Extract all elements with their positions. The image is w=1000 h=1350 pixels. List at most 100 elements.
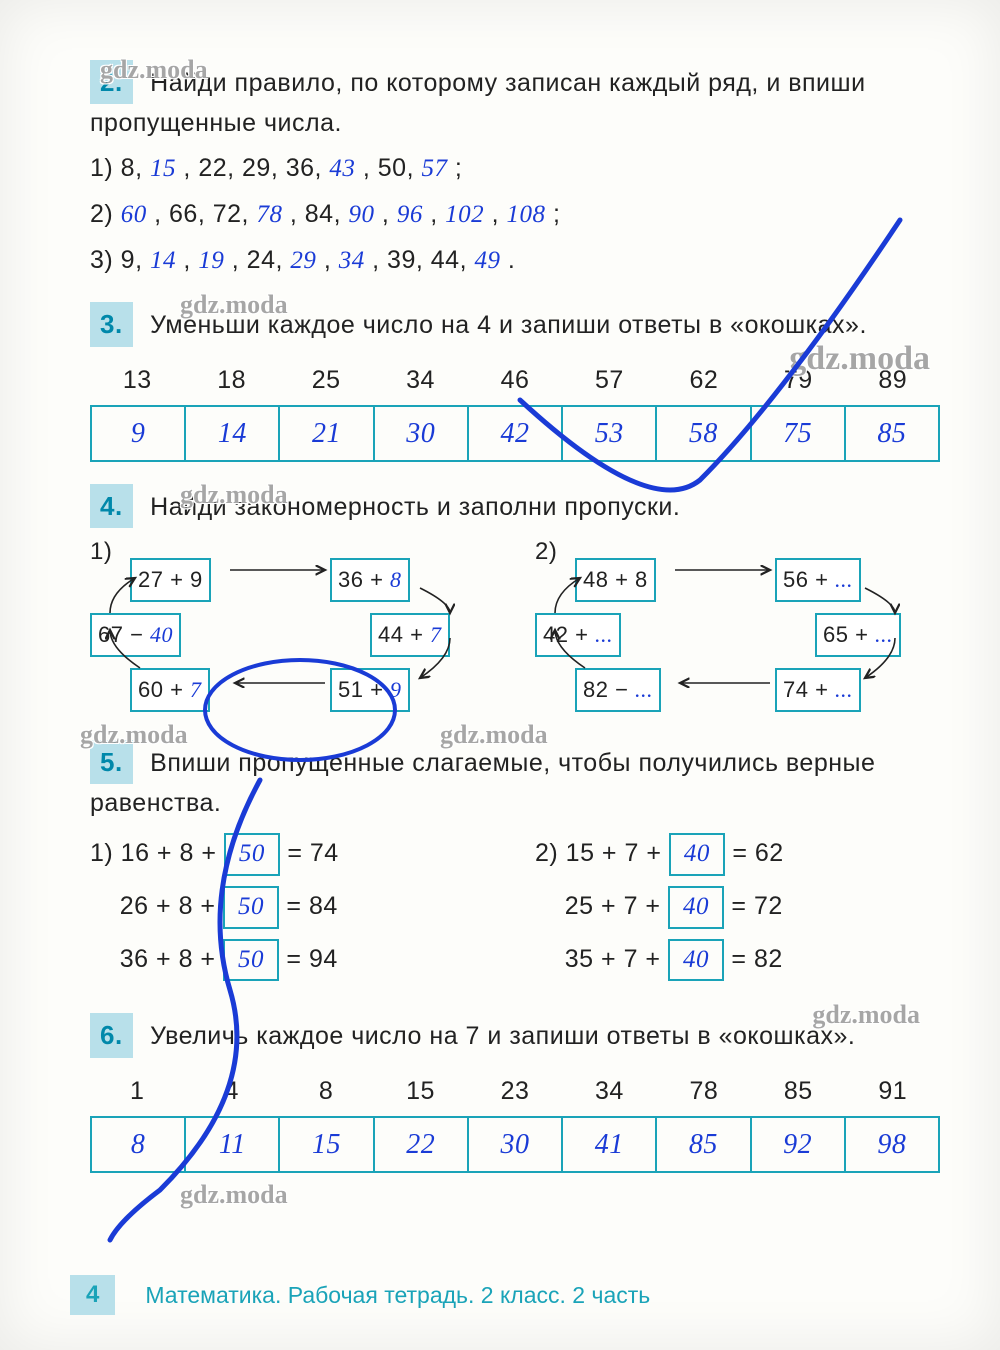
sequence-row: 1) 8, 15 , 22, 29, 36, 43 , 50, 57 ; bbox=[90, 149, 940, 189]
answer-box: 9 bbox=[91, 406, 185, 460]
page-number: 4 bbox=[70, 1275, 115, 1315]
given-number: 13 bbox=[90, 361, 184, 400]
handwritten-answer: 8 bbox=[131, 1129, 146, 1160]
sequence-row: 2) 60 , 66, 72, 78 , 84, 90 , 96 , 102 ,… bbox=[90, 195, 940, 235]
answer-box: 41 bbox=[562, 1117, 656, 1171]
answer-box: 8 bbox=[91, 1117, 185, 1171]
number-row-top: 148152334788591 bbox=[90, 1072, 940, 1111]
problem-text: Найди закономерность и заполни пропуски. bbox=[150, 493, 680, 521]
given-number: 18 bbox=[184, 361, 278, 400]
answer-box: 50 bbox=[223, 939, 279, 982]
handwritten-answer: 29 bbox=[290, 247, 316, 274]
problem-number: 2. bbox=[90, 60, 133, 104]
given-number: 34 bbox=[373, 361, 467, 400]
chain-box: 48 + 8 bbox=[575, 558, 656, 602]
answer-box: 22 bbox=[374, 1117, 468, 1171]
answer-box: 30 bbox=[468, 1117, 562, 1171]
handwritten-answer: 19 bbox=[198, 247, 224, 274]
given-number: 46 bbox=[468, 361, 562, 400]
given-number: 1 bbox=[90, 1072, 184, 1111]
handwritten-answer: 30 bbox=[406, 418, 435, 449]
handwritten-answer: 30 bbox=[500, 1129, 529, 1160]
handwritten-answer: 49 bbox=[474, 247, 500, 274]
given-number: 34 bbox=[562, 1072, 656, 1111]
answer-box: 75 bbox=[751, 406, 845, 460]
answer-box: 30 bbox=[374, 406, 468, 460]
answer-box: 11 bbox=[185, 1117, 279, 1171]
problem-text: Уменьши каждое число на 4 и запиши ответ… bbox=[150, 311, 867, 339]
handwritten-answer: 102 bbox=[445, 201, 484, 228]
given-number: 23 bbox=[468, 1072, 562, 1111]
chain-box: 51 + 9 bbox=[330, 668, 410, 712]
given-number: 91 bbox=[846, 1072, 940, 1111]
problem-2: 2. Найди правило, по которому записан ка… bbox=[90, 60, 940, 280]
handwritten-answer: 85 bbox=[689, 1129, 718, 1160]
given-number: 62 bbox=[657, 361, 751, 400]
handwritten-answer: 41 bbox=[595, 1129, 624, 1160]
handwritten-answer: 108 bbox=[507, 201, 546, 228]
answer-box: 53 bbox=[562, 406, 656, 460]
answer-box: 85 bbox=[845, 406, 939, 460]
problem-number: 6. bbox=[90, 1013, 133, 1057]
chain-box: 44 + 7 bbox=[370, 613, 450, 657]
chain-diagram-2: 2) 48 + 856 + ...65 + ...74 + ...82 − ..… bbox=[535, 538, 940, 718]
chain-box: 74 + ... bbox=[775, 668, 861, 712]
handwritten-answer: 14 bbox=[150, 247, 176, 274]
handwritten-answer: 98 bbox=[877, 1129, 906, 1160]
given-number: 4 bbox=[184, 1072, 278, 1111]
watermark: gdz.moda bbox=[180, 1180, 288, 1210]
footer-text: Математика. Рабочая тетрадь. 2 класс. 2 … bbox=[145, 1282, 650, 1309]
equation-line: 35 + 7 + 40 = 82 bbox=[535, 939, 940, 982]
equation-line: 25 + 7 + 40 = 72 bbox=[535, 886, 940, 929]
handwritten-answer: 92 bbox=[783, 1129, 812, 1160]
chain-box: 67 − 40 bbox=[90, 613, 181, 657]
handwritten-answer: 53 bbox=[595, 418, 624, 449]
given-number: 89 bbox=[846, 361, 940, 400]
handwritten-answer: 11 bbox=[219, 1129, 246, 1160]
answer-box: 58 bbox=[656, 406, 750, 460]
handwritten-answer: 15 bbox=[312, 1129, 341, 1160]
handwritten-answer: 9 bbox=[131, 418, 146, 449]
handwritten-answer: 90 bbox=[348, 201, 374, 228]
handwritten-answer: 14 bbox=[218, 418, 247, 449]
problem-6: 6. Увеличь каждое число на 7 и запиши от… bbox=[90, 1013, 940, 1172]
problem-5: 5. Впиши пропущенные слагаемые, чтобы по… bbox=[90, 740, 940, 991]
equation-column-right: 2) 15 + 7 + 40 = 62 25 + 7 + 40 = 72 35 … bbox=[535, 823, 940, 991]
answer-box: 14 bbox=[185, 406, 279, 460]
answer-box: 50 bbox=[224, 833, 280, 876]
chain-box: 56 + ... bbox=[775, 558, 861, 602]
workbook-page: gdz.moda gdz.moda gdz.moda gdz.moda gdz.… bbox=[0, 0, 1000, 1350]
answer-box: 21 bbox=[279, 406, 373, 460]
chain-box: 60 + 7 bbox=[130, 668, 210, 712]
handwritten-answer: 78 bbox=[256, 201, 282, 228]
equation-line: 36 + 8 + 50 = 94 bbox=[90, 939, 495, 982]
answer-boxes: 8 11 15 22 30 41 85 92 98 bbox=[90, 1116, 940, 1172]
handwritten-answer: 42 bbox=[500, 418, 529, 449]
equation-column-left: 1) 16 + 8 + 50 = 74 26 + 8 + 50 = 84 36 … bbox=[90, 823, 495, 991]
answer-box: 98 bbox=[845, 1117, 939, 1171]
problem-number: 4. bbox=[90, 484, 133, 528]
answer-box: 40 bbox=[669, 833, 725, 876]
handwritten-answer: 21 bbox=[312, 418, 341, 449]
given-number: 15 bbox=[373, 1072, 467, 1111]
chain-box: 42 + ... bbox=[535, 613, 621, 657]
handwritten-answer: 34 bbox=[339, 247, 365, 274]
problem-text: Найди правило, по которому записан кажды… bbox=[90, 69, 866, 137]
answer-boxes: 9 14 21 30 42 53 58 75 85 bbox=[90, 405, 940, 461]
handwritten-answer: 75 bbox=[783, 418, 812, 449]
handwritten-answer: 96 bbox=[397, 201, 423, 228]
given-number: 57 bbox=[562, 361, 656, 400]
answer-box: 50 bbox=[223, 886, 279, 929]
given-number: 8 bbox=[279, 1072, 373, 1111]
given-number: 85 bbox=[751, 1072, 845, 1111]
chain-diagram-1: 1) 27 + 936 + 844 + 751 + 960 + 767 − 40 bbox=[90, 538, 495, 718]
handwritten-answer: 15 bbox=[150, 155, 176, 182]
chain-box: 27 + 9 bbox=[130, 558, 211, 602]
given-number: 25 bbox=[279, 361, 373, 400]
problem-text: Увеличь каждое число на 7 и запиши ответ… bbox=[150, 1022, 855, 1050]
chain-box: 65 + ... bbox=[815, 613, 901, 657]
chain-label: 2) bbox=[535, 533, 557, 570]
problem-number: 5. bbox=[90, 740, 133, 784]
sequence-row: 3) 9, 14 , 19 , 24, 29 , 34 , 39, 44, 49… bbox=[90, 241, 940, 281]
handwritten-answer: 22 bbox=[406, 1129, 435, 1160]
